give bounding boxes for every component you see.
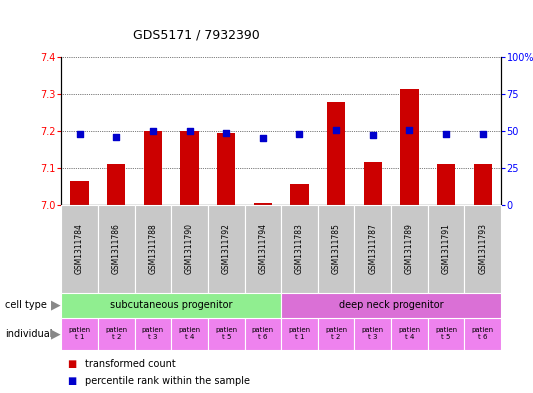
Text: patien
t 3: patien t 3	[142, 327, 164, 340]
Bar	[61, 318, 98, 350]
Text: transformed count: transformed count	[85, 358, 176, 369]
Bar	[98, 205, 134, 293]
Point	[222, 129, 230, 136]
Point	[149, 128, 157, 134]
Point	[259, 135, 267, 141]
Point	[368, 132, 377, 139]
Bar	[98, 318, 134, 350]
Point	[479, 131, 487, 137]
Bar	[391, 318, 427, 350]
Text: individual: individual	[5, 329, 53, 339]
Text: GSM1311783: GSM1311783	[295, 224, 304, 274]
Bar	[144, 131, 162, 205]
Text: patien
t 3: patien t 3	[362, 327, 384, 340]
Text: patien
t 6: patien t 6	[252, 327, 274, 340]
Text: GDS5171 / 7932390: GDS5171 / 7932390	[133, 29, 260, 42]
Text: GSM1311788: GSM1311788	[148, 224, 157, 274]
Text: cell type: cell type	[5, 300, 47, 310]
Text: ▶: ▶	[51, 299, 61, 312]
Bar	[327, 102, 345, 205]
Bar	[364, 162, 382, 205]
Bar	[171, 205, 208, 293]
Bar	[318, 205, 354, 293]
Text: patien
t 4: patien t 4	[179, 327, 200, 340]
Text: patien
t 5: patien t 5	[435, 327, 457, 340]
Text: GSM1311790: GSM1311790	[185, 224, 194, 274]
Bar	[171, 318, 208, 350]
Text: GSM1311792: GSM1311792	[222, 224, 231, 274]
Text: patien
t 6: patien t 6	[472, 327, 494, 340]
Bar	[61, 293, 281, 318]
Point	[185, 128, 194, 134]
Text: percentile rank within the sample: percentile rank within the sample	[85, 376, 251, 386]
Text: ■: ■	[67, 376, 76, 386]
Bar	[245, 205, 281, 293]
Text: GSM1311791: GSM1311791	[441, 224, 450, 274]
Text: patien
t 1: patien t 1	[69, 327, 91, 340]
Text: patien
t 5: patien t 5	[215, 327, 237, 340]
Bar	[427, 205, 464, 293]
Bar	[473, 164, 492, 205]
Bar	[400, 89, 418, 205]
Text: patien
t 1: patien t 1	[288, 327, 311, 340]
Bar	[208, 318, 245, 350]
Point	[295, 131, 304, 137]
Point	[332, 127, 341, 133]
Text: GSM1311787: GSM1311787	[368, 224, 377, 274]
Bar	[245, 318, 281, 350]
Bar	[134, 205, 171, 293]
Text: deep neck progenitor: deep neck progenitor	[339, 300, 443, 310]
Point	[75, 131, 84, 137]
Text: GSM1311785: GSM1311785	[332, 224, 341, 274]
Text: patien
t 2: patien t 2	[325, 327, 347, 340]
Text: GSM1311793: GSM1311793	[478, 224, 487, 274]
Bar	[464, 318, 501, 350]
Bar	[290, 184, 309, 205]
Bar	[464, 205, 501, 293]
Bar	[70, 181, 89, 205]
Bar	[427, 318, 464, 350]
Bar	[281, 293, 501, 318]
Bar	[134, 318, 171, 350]
Bar	[281, 205, 318, 293]
Bar	[354, 205, 391, 293]
Bar	[437, 164, 455, 205]
Bar	[354, 318, 391, 350]
Text: GSM1311784: GSM1311784	[75, 224, 84, 274]
Text: GSM1311789: GSM1311789	[405, 224, 414, 274]
Text: patien
t 4: patien t 4	[398, 327, 421, 340]
Bar	[208, 205, 245, 293]
Point	[112, 134, 120, 140]
Text: ▶: ▶	[51, 327, 61, 340]
Text: ■: ■	[67, 358, 76, 369]
Bar	[281, 318, 318, 350]
Text: GSM1311786: GSM1311786	[112, 224, 121, 274]
Bar	[61, 205, 98, 293]
Bar	[180, 131, 199, 205]
Bar	[254, 203, 272, 205]
Point	[442, 131, 450, 137]
Text: patien
t 2: patien t 2	[105, 327, 127, 340]
Bar	[391, 205, 427, 293]
Text: subcutaneous progenitor: subcutaneous progenitor	[110, 300, 232, 310]
Point	[405, 127, 414, 133]
Bar	[107, 164, 125, 205]
Bar	[217, 133, 236, 205]
Bar	[318, 318, 354, 350]
Text: GSM1311794: GSM1311794	[259, 224, 268, 274]
